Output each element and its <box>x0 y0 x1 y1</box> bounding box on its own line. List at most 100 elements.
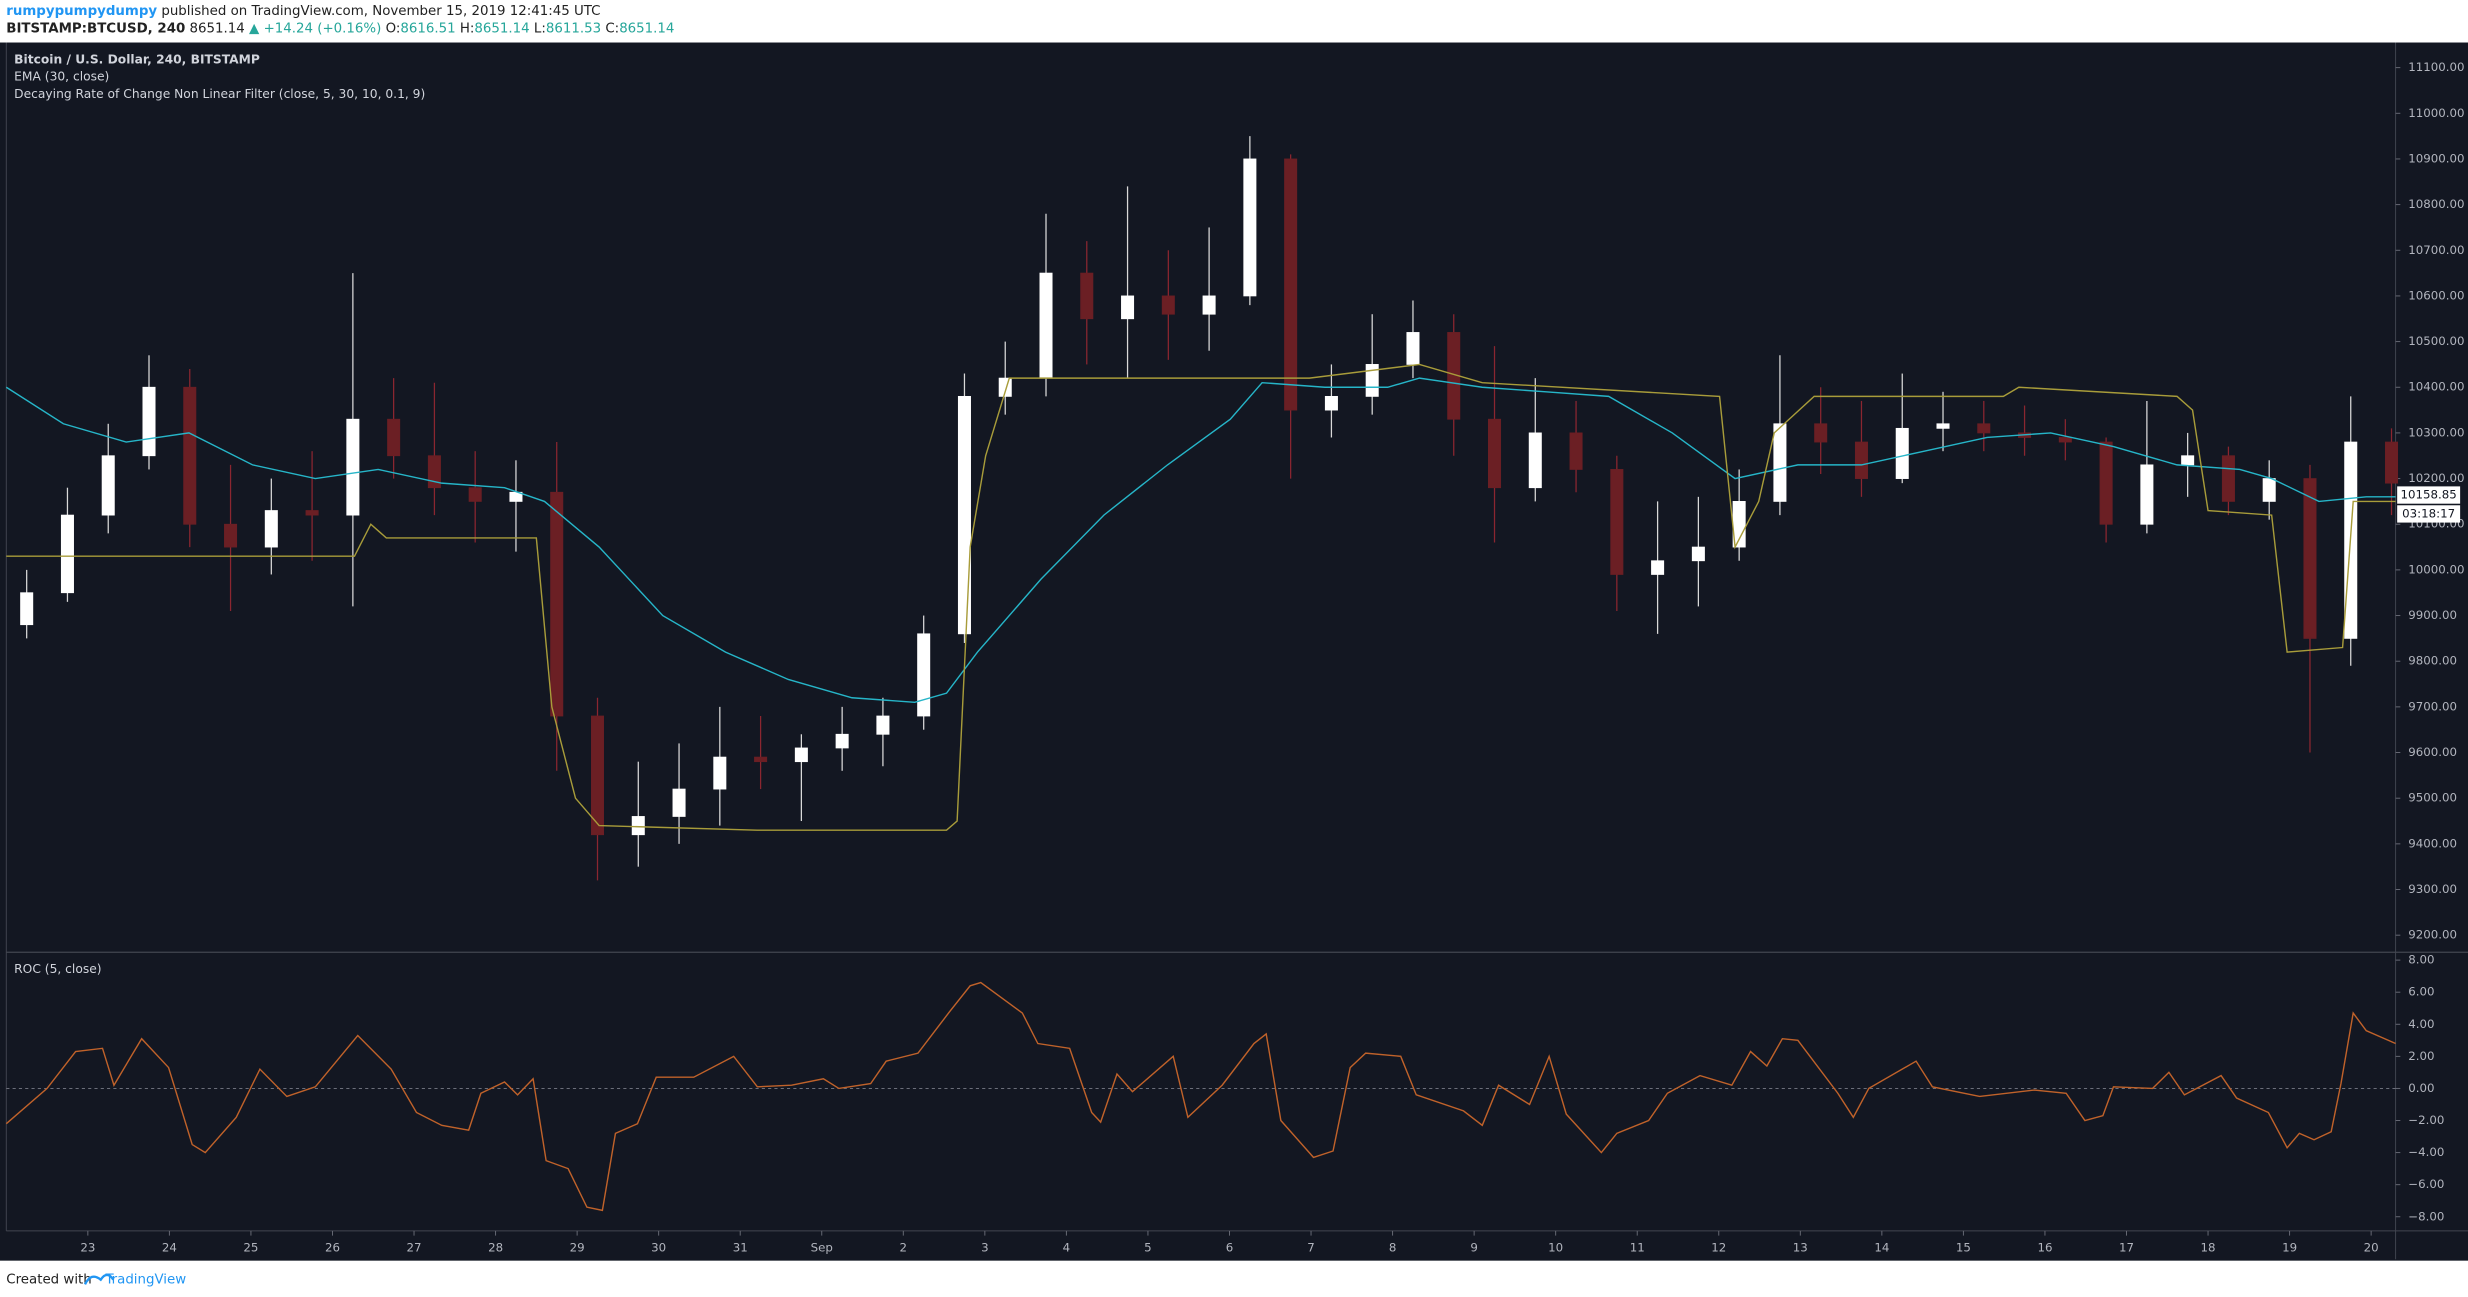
h-value: 8651.14 <box>474 21 529 36</box>
series-line <box>5 981 2396 1212</box>
y-tick-label: 4.00 <box>2408 1017 2434 1031</box>
header-line-2: BITSTAMP:BTCUSD, 240 8651.14 ▲ +14.24 (+… <box>6 21 674 36</box>
candle-body <box>590 715 605 836</box>
plot-layer: 9200.009300.009400.009500.009600.009700.… <box>5 60 2464 1255</box>
y-tick-label: 10900.00 <box>2408 151 2464 165</box>
chart-title: Bitcoin / U.S. Dollar, 240, BITSTAMP <box>14 52 260 66</box>
y-tick-label: −6.00 <box>2408 1177 2444 1191</box>
y-tick-label: −4.00 <box>2408 1145 2444 1159</box>
candle-body <box>2303 478 2317 639</box>
candle-body <box>2262 478 2276 502</box>
last-price-box <box>2397 486 2461 504</box>
candle-body <box>1080 272 1094 320</box>
candle-body <box>672 788 686 817</box>
o-value: 8616.51 <box>400 21 455 36</box>
candle-body <box>1243 158 1257 297</box>
candle-body <box>20 592 34 626</box>
candle-body <box>1039 272 1053 379</box>
author[interactable]: rumpypumpydumpy <box>6 4 157 19</box>
candle-body <box>346 418 360 516</box>
x-tick-label: 23 <box>80 1241 95 1255</box>
candle-body <box>1610 469 1624 575</box>
l-label: L: <box>534 21 546 36</box>
candle-body <box>917 633 931 717</box>
candle-body <box>835 733 849 749</box>
candle-body <box>713 756 727 790</box>
x-tick-label: 18 <box>2201 1241 2216 1255</box>
x-tick-label: 13 <box>1793 1241 1808 1255</box>
candle-body <box>224 523 238 548</box>
x-tick-label: 30 <box>651 1241 666 1255</box>
last-price-label: 10158.85 <box>2401 488 2457 502</box>
y-tick-label: 8.00 <box>2408 953 2434 967</box>
price: 8651.14 <box>190 21 245 36</box>
candle-body <box>957 395 971 635</box>
y-tick-label: 11100.00 <box>2408 60 2464 74</box>
footer-brand[interactable]: TradingView <box>104 1273 186 1288</box>
candle-body <box>1977 423 1991 434</box>
x-tick-label: 6 <box>1226 1241 1234 1255</box>
x-tick-label: 16 <box>2037 1241 2052 1255</box>
candle-body <box>2221 455 2235 502</box>
x-tick-label: 27 <box>407 1241 422 1255</box>
y-tick-label: 9700.00 <box>2408 699 2457 713</box>
x-tick-label: 31 <box>733 1241 748 1255</box>
x-tick-label: 9 <box>1470 1241 1478 1255</box>
o-label: O: <box>386 21 401 36</box>
tradingview-logo <box>83 1273 115 1285</box>
candle-body <box>550 491 564 717</box>
x-tick-label: 2 <box>900 1241 908 1255</box>
x-tick-label: 14 <box>1874 1241 1889 1255</box>
x-tick-label: 25 <box>243 1241 258 1255</box>
l-value: 8611.53 <box>546 21 601 36</box>
candle-body <box>101 455 115 516</box>
candle-body <box>876 715 890 735</box>
y-tick-label: 0.00 <box>2408 1081 2434 1095</box>
x-tick-label: Sep <box>811 1241 833 1255</box>
x-tick-label: 17 <box>2119 1241 2134 1255</box>
candle-body <box>2385 441 2399 484</box>
footer-created: Created with <box>6 1273 91 1288</box>
candle-body <box>60 514 74 594</box>
symbol: BITSTAMP:BTCUSD, 240 <box>6 21 185 36</box>
y-tick-label: 9400.00 <box>2408 836 2457 850</box>
roc-title: ROC (5, close) <box>14 962 101 976</box>
y-tick-label: 9800.00 <box>2408 654 2457 668</box>
footer-bg <box>0 1260 2468 1297</box>
candle-body <box>1895 427 1909 479</box>
candle-body <box>387 418 401 457</box>
y-tick-label: −8.00 <box>2408 1209 2444 1223</box>
candle-body <box>1854 441 1868 479</box>
candle-body <box>1365 364 1379 397</box>
candle-body <box>1161 295 1175 315</box>
candle-body <box>2058 437 2072 443</box>
candle-body <box>1691 546 1705 562</box>
candle-body <box>1814 423 1828 443</box>
header-bg <box>0 0 2468 43</box>
x-tick-label: 8 <box>1389 1241 1397 1255</box>
candle-body <box>2181 455 2195 466</box>
x-tick-label: 15 <box>1956 1241 1971 1255</box>
candle-body <box>1936 423 1950 429</box>
legend-entry: Decaying Rate of Change Non Linear Filte… <box>14 87 425 101</box>
candle-body <box>183 386 197 525</box>
y-tick-label: 10500.00 <box>2408 334 2464 348</box>
countdown-box <box>2397 505 2461 523</box>
x-tick-label: 28 <box>488 1241 503 1255</box>
candle-body <box>1406 332 1420 365</box>
y-tick-label: 10800.00 <box>2408 197 2464 211</box>
candle-body <box>1284 158 1298 411</box>
y-tick-label: 10000.00 <box>2408 562 2464 576</box>
x-tick-label: 4 <box>1063 1241 1071 1255</box>
y-tick-label: 10200.00 <box>2408 471 2464 485</box>
candle-body <box>631 816 645 836</box>
candle-body <box>1651 560 1665 575</box>
series-line <box>5 377 2396 704</box>
h-label: H: <box>460 21 475 36</box>
candle-body <box>427 455 441 489</box>
x-tick-label: 5 <box>1144 1241 1152 1255</box>
c-label: C: <box>605 21 619 36</box>
series-line <box>6 363 2396 831</box>
x-tick-label: 29 <box>570 1241 585 1255</box>
